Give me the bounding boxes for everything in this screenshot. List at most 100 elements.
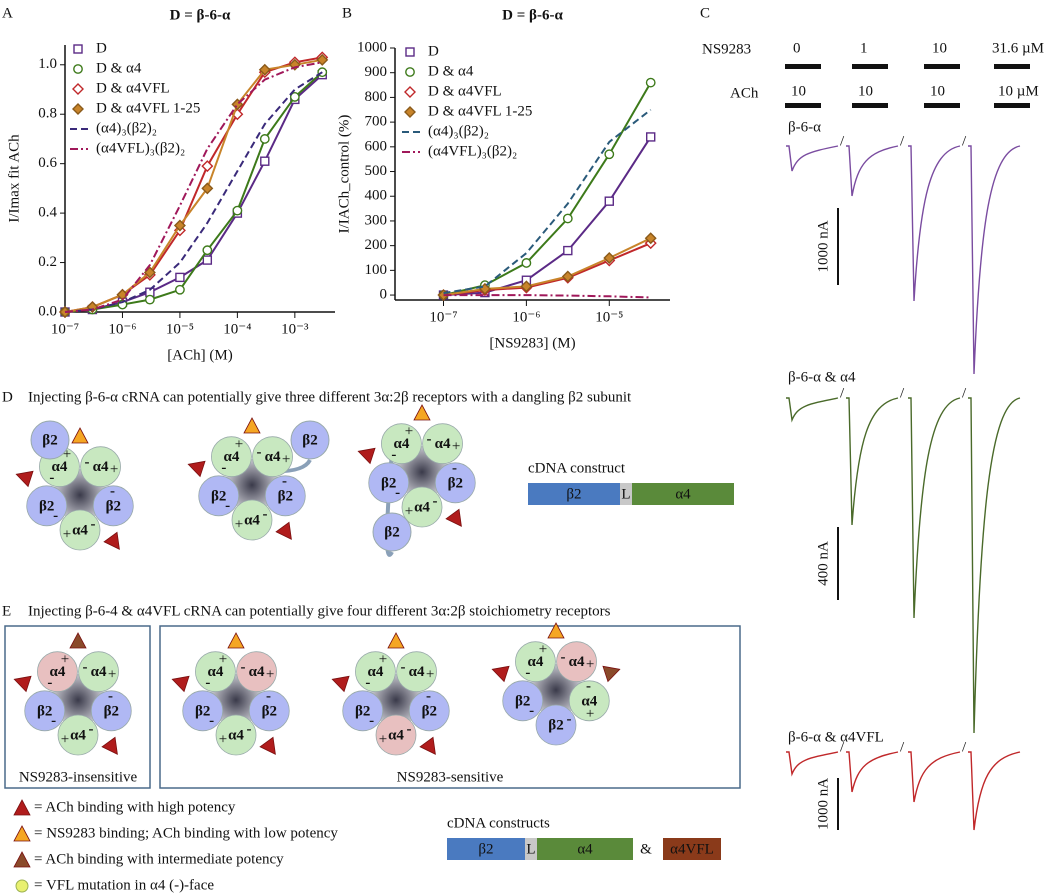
face-sign: + bbox=[379, 732, 387, 748]
subunit-label: β2 bbox=[302, 432, 317, 448]
chart-title: D = β-6-α bbox=[170, 7, 231, 23]
binding-site bbox=[243, 417, 261, 434]
subunit-label: β2 bbox=[448, 475, 463, 491]
y-tick-label: 0.2 bbox=[38, 254, 57, 270]
subunit-label: β2 bbox=[381, 475, 396, 491]
face-sign: - bbox=[561, 650, 566, 666]
y-tick-label: 1.0 bbox=[38, 56, 57, 72]
face-sign: - bbox=[89, 721, 94, 737]
face-sign: - bbox=[426, 688, 431, 704]
marker bbox=[72, 103, 84, 115]
subunit-label: β2 bbox=[278, 488, 293, 504]
subunit-label: β2 bbox=[211, 488, 226, 504]
data-point bbox=[258, 63, 271, 76]
face-sign: - bbox=[452, 460, 457, 476]
marker bbox=[404, 86, 416, 98]
face-sign: - bbox=[401, 660, 406, 676]
legend-label: D bbox=[96, 40, 107, 56]
face-sign: + bbox=[110, 462, 118, 478]
trace-break: / bbox=[900, 385, 905, 401]
face-sign: - bbox=[225, 498, 230, 514]
face-sign: - bbox=[391, 447, 396, 463]
chart-title: D = β-6-α bbox=[502, 7, 563, 23]
data-point bbox=[260, 156, 270, 166]
subunit-label: β2 bbox=[548, 717, 563, 733]
panel-letter: B bbox=[342, 5, 352, 21]
panel-letter: D bbox=[2, 389, 13, 405]
stimulus-bar bbox=[852, 103, 888, 108]
subunit-label: α4 bbox=[51, 459, 67, 475]
face-sign: - bbox=[53, 508, 58, 524]
y-tick-label: 700 bbox=[365, 114, 388, 130]
y-tick-label: 800 bbox=[365, 89, 388, 105]
x-tick-label: 10⁻⁷ bbox=[429, 309, 457, 325]
x-tick-label: 10⁻⁶ bbox=[108, 321, 136, 337]
face-sign: - bbox=[241, 660, 246, 676]
data-point bbox=[259, 134, 270, 144]
series-line bbox=[64, 71, 323, 313]
legend-label: D & α4VFL bbox=[96, 80, 170, 96]
subunit bbox=[198, 475, 240, 517]
series-line bbox=[64, 58, 323, 313]
construct-segment bbox=[525, 838, 537, 860]
subunit bbox=[434, 462, 476, 504]
y-tick-label: 0.8 bbox=[38, 106, 57, 122]
face-sign: + bbox=[426, 667, 434, 683]
dose-label: 31.6 µM bbox=[992, 40, 1044, 56]
legend-label: (α4VFL)₃(β2)₂ bbox=[96, 140, 185, 156]
face-sign: - bbox=[282, 473, 287, 489]
construct-title: cDNA construct bbox=[528, 460, 626, 476]
stimulus-label: ACh bbox=[730, 85, 759, 101]
subunit bbox=[355, 651, 396, 693]
trace-label: β-6-α bbox=[788, 119, 821, 135]
subunit-label: α4 bbox=[409, 664, 425, 680]
subunit bbox=[342, 690, 384, 732]
subunit bbox=[26, 485, 68, 527]
face-sign: + bbox=[63, 527, 71, 543]
legend-label: (α4)₃(β2)₂ bbox=[428, 123, 489, 139]
face-sign: - bbox=[110, 483, 115, 499]
face-sign: - bbox=[108, 688, 113, 704]
face-sign: - bbox=[395, 485, 400, 501]
current-trace bbox=[908, 145, 961, 302]
subunit bbox=[24, 690, 66, 732]
series-line bbox=[443, 136, 652, 297]
marker bbox=[404, 106, 416, 118]
panel-letter: A bbox=[2, 5, 13, 21]
binding-site bbox=[602, 665, 621, 683]
current-trace bbox=[908, 751, 961, 803]
y-tick-label: 900 bbox=[365, 64, 388, 80]
current-trace bbox=[908, 397, 961, 619]
x-tick-label: 10⁻⁶ bbox=[512, 309, 540, 325]
face-sign: + bbox=[266, 667, 274, 683]
marker bbox=[405, 67, 415, 77]
scale-label: 400 nA bbox=[815, 541, 831, 586]
series-line bbox=[64, 71, 323, 313]
subunit-label: α4 bbox=[91, 664, 107, 680]
subunit bbox=[372, 512, 412, 552]
data-point bbox=[646, 132, 656, 142]
data-point bbox=[521, 258, 532, 268]
subunit bbox=[368, 462, 410, 504]
dose-label: 10 bbox=[930, 83, 945, 99]
construct-label: α4 bbox=[577, 841, 593, 857]
subunit-label: α4 bbox=[367, 664, 383, 680]
subunit-label: β2 bbox=[37, 703, 52, 719]
subunit bbox=[236, 651, 277, 693]
y-tick-label: 600 bbox=[365, 138, 388, 154]
legend-label: D & α4VFL bbox=[428, 83, 502, 99]
trace-break: / bbox=[900, 133, 905, 149]
binding-site bbox=[275, 521, 292, 540]
legend-label: (α4)₃(β2)₂ bbox=[96, 120, 157, 136]
legend-label: D & α4 bbox=[428, 63, 474, 79]
group-box bbox=[159, 625, 741, 789]
face-sign: + bbox=[219, 732, 227, 748]
stimulus-bar bbox=[852, 64, 888, 69]
subunit-label: α4 bbox=[435, 436, 451, 452]
data-point bbox=[316, 53, 329, 66]
subunit-label: β2 bbox=[42, 432, 57, 448]
subunit-label: α4 bbox=[93, 459, 109, 475]
data-point bbox=[603, 252, 616, 264]
